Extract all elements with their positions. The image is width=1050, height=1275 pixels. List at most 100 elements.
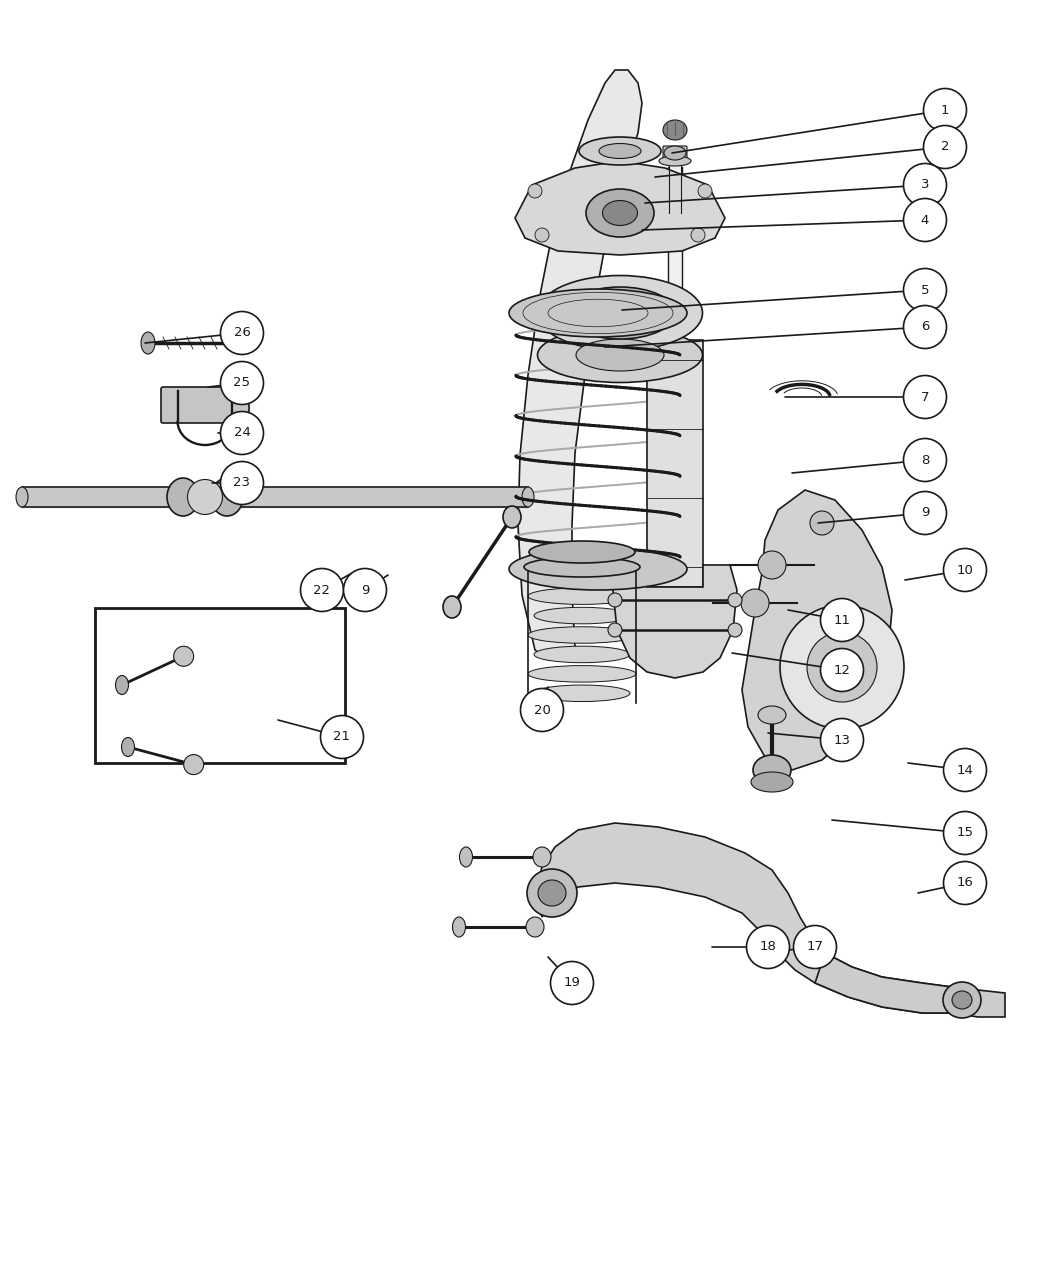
Text: 3: 3 <box>921 179 929 191</box>
Circle shape <box>691 228 705 242</box>
Circle shape <box>220 462 264 505</box>
Ellipse shape <box>528 666 636 682</box>
Ellipse shape <box>598 144 640 158</box>
Circle shape <box>220 311 264 354</box>
Text: 13: 13 <box>834 733 851 746</box>
Circle shape <box>550 961 593 1005</box>
Ellipse shape <box>116 676 128 695</box>
Text: 7: 7 <box>921 390 929 403</box>
Text: 21: 21 <box>334 731 351 743</box>
Text: 10: 10 <box>957 564 973 576</box>
Ellipse shape <box>538 275 702 351</box>
Ellipse shape <box>534 607 630 623</box>
Ellipse shape <box>586 189 654 237</box>
Polygon shape <box>613 565 737 678</box>
Circle shape <box>924 125 966 168</box>
Text: 20: 20 <box>533 704 550 717</box>
Ellipse shape <box>173 646 193 667</box>
Circle shape <box>944 811 987 854</box>
Circle shape <box>536 228 549 242</box>
Ellipse shape <box>534 646 630 663</box>
Ellipse shape <box>453 917 465 937</box>
Circle shape <box>528 184 542 198</box>
Circle shape <box>741 589 769 617</box>
Ellipse shape <box>509 289 687 337</box>
Circle shape <box>300 569 343 612</box>
Ellipse shape <box>592 300 648 326</box>
Text: 9: 9 <box>921 506 929 519</box>
Ellipse shape <box>460 847 472 867</box>
Circle shape <box>320 715 363 759</box>
Ellipse shape <box>528 627 636 644</box>
Ellipse shape <box>659 156 691 166</box>
Ellipse shape <box>753 755 791 785</box>
Circle shape <box>780 606 904 729</box>
Text: 26: 26 <box>233 326 251 339</box>
Polygon shape <box>815 952 1005 1017</box>
Circle shape <box>924 88 966 131</box>
Text: 25: 25 <box>233 376 251 389</box>
Text: 24: 24 <box>233 427 251 440</box>
Circle shape <box>343 569 386 612</box>
Circle shape <box>903 269 946 311</box>
Text: 15: 15 <box>957 826 973 839</box>
Text: 16: 16 <box>957 876 973 890</box>
Circle shape <box>903 306 946 348</box>
Ellipse shape <box>141 332 155 354</box>
Ellipse shape <box>758 706 786 724</box>
Ellipse shape <box>503 506 521 528</box>
Circle shape <box>608 623 622 638</box>
Ellipse shape <box>527 870 578 917</box>
Ellipse shape <box>603 200 637 226</box>
Polygon shape <box>536 822 952 1014</box>
Ellipse shape <box>167 478 200 516</box>
Circle shape <box>698 184 712 198</box>
Circle shape <box>944 548 987 592</box>
Bar <box>647 340 704 586</box>
Ellipse shape <box>188 479 223 515</box>
Ellipse shape <box>443 595 461 618</box>
Ellipse shape <box>538 880 566 907</box>
Bar <box>94 608 345 762</box>
Ellipse shape <box>534 569 630 585</box>
Ellipse shape <box>943 982 981 1017</box>
Circle shape <box>903 491 946 534</box>
FancyBboxPatch shape <box>161 388 249 423</box>
Polygon shape <box>514 161 724 255</box>
Ellipse shape <box>952 991 972 1009</box>
Text: 2: 2 <box>941 140 949 153</box>
Circle shape <box>728 593 742 607</box>
Circle shape <box>747 926 790 969</box>
Polygon shape <box>518 70 642 657</box>
Ellipse shape <box>565 287 675 339</box>
Text: 23: 23 <box>233 477 251 490</box>
Circle shape <box>903 439 946 482</box>
Ellipse shape <box>184 755 204 775</box>
Circle shape <box>903 199 946 241</box>
Ellipse shape <box>509 548 687 590</box>
Text: 22: 22 <box>314 584 331 597</box>
Text: 8: 8 <box>921 454 929 467</box>
Circle shape <box>521 688 564 732</box>
Circle shape <box>820 649 863 691</box>
Ellipse shape <box>522 487 534 507</box>
Ellipse shape <box>538 328 702 382</box>
Ellipse shape <box>664 147 686 159</box>
Circle shape <box>820 719 863 761</box>
Circle shape <box>944 748 987 792</box>
Polygon shape <box>742 490 892 770</box>
Ellipse shape <box>529 541 635 564</box>
Text: 6: 6 <box>921 320 929 334</box>
Text: 14: 14 <box>957 764 973 776</box>
Ellipse shape <box>751 771 793 792</box>
Circle shape <box>608 593 622 607</box>
Ellipse shape <box>528 588 636 604</box>
Circle shape <box>758 551 786 579</box>
Ellipse shape <box>524 557 640 578</box>
Circle shape <box>220 362 264 404</box>
Circle shape <box>903 163 946 207</box>
Text: 19: 19 <box>564 977 581 989</box>
Ellipse shape <box>534 685 630 701</box>
Ellipse shape <box>122 737 134 756</box>
Ellipse shape <box>533 847 551 867</box>
